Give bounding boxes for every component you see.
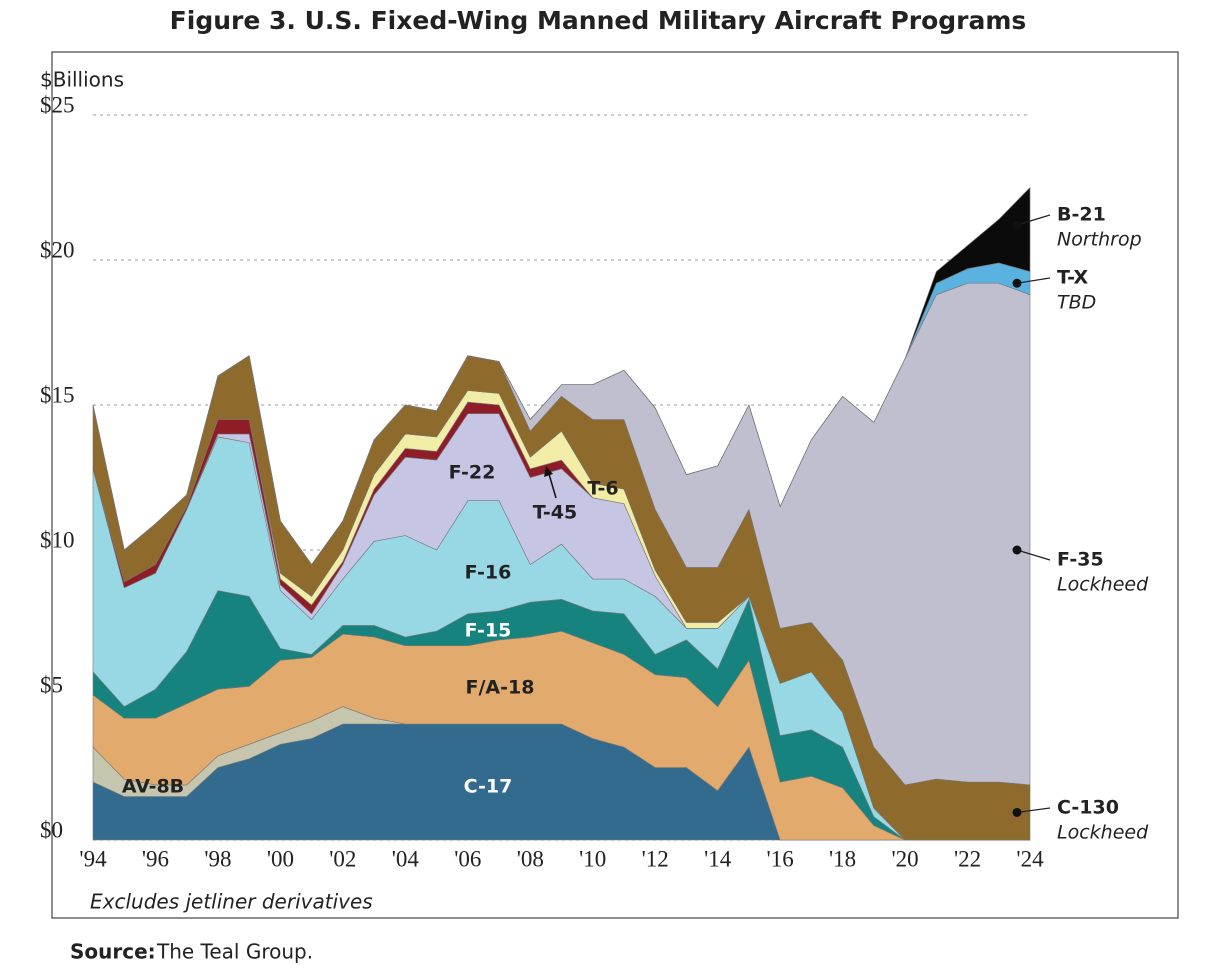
callout-dot [1012,545,1022,555]
x-tick-label: '00 [267,846,294,871]
x-tick-label: '18 [829,846,856,871]
legend-name: C-130 [1057,797,1119,819]
x-tick-label: '10 [579,846,606,871]
chart-title: Figure 3. U.S. Fixed-Wing Manned Militar… [170,6,1027,35]
series-label: F-15 [465,620,512,642]
callout-line [1016,214,1051,226]
x-tick-label: '02 [329,846,356,871]
source-label: Source: [70,940,156,964]
callout-line [1016,549,1051,561]
x-tick-label: '04 [392,846,420,871]
x-tick-label: '20 [891,846,918,871]
x-tick-label: '16 [767,846,794,871]
y-tick-label: $10 [40,527,75,552]
x-tick-label: '24 [1016,846,1044,871]
legend-maker: Lockheed [1057,822,1149,844]
legend-name: B-21 [1057,204,1106,226]
y-tick-label: $20 [40,237,75,262]
x-tick-label: '98 [204,846,231,871]
area [92,186,1031,566]
series-label: C-17 [464,776,513,798]
plot-frame [51,51,1179,919]
x-tick-label: '14 [704,846,732,871]
series-label: AV-8B [122,776,184,798]
series-label: F-22 [449,462,496,484]
y-tick-label: $15 [40,382,75,407]
y-axis-label: $Billions [40,68,124,92]
series-label: F/A-18 [466,677,535,699]
source-text: The Teal Group. [156,940,313,964]
callout-dot [1012,220,1022,230]
legend-name: F-35 [1057,549,1104,571]
callout-dot [1012,807,1022,817]
y-tick-label: $25 [40,92,75,117]
series-label: T-6 [587,478,618,500]
pointer-arrowhead [544,466,553,477]
callout-line [1016,807,1051,814]
x-tick-label: '22 [954,846,981,871]
x-tick-label: '94 [79,846,107,871]
legend-maker: TBD [1057,292,1096,314]
legend-maker: Lockheed [1057,574,1149,596]
x-tick-label: '06 [454,846,481,871]
legend-name: T-X [1057,267,1089,289]
callout-line [1016,277,1051,284]
y-tick-label: $0 [40,817,63,842]
note: Excludes jetliner derivatives [90,890,373,914]
x-tick-label: '96 [142,846,169,871]
pointer-arrow [548,473,557,499]
x-tick-label: '08 [517,846,544,871]
series-label: F-16 [465,562,512,584]
y-tick-label: $5 [40,672,63,697]
series-label: T-45 [533,502,578,524]
legend-maker: Northrop [1057,229,1142,251]
callout-dot [1012,278,1022,288]
x-tick-label: '12 [642,846,669,871]
